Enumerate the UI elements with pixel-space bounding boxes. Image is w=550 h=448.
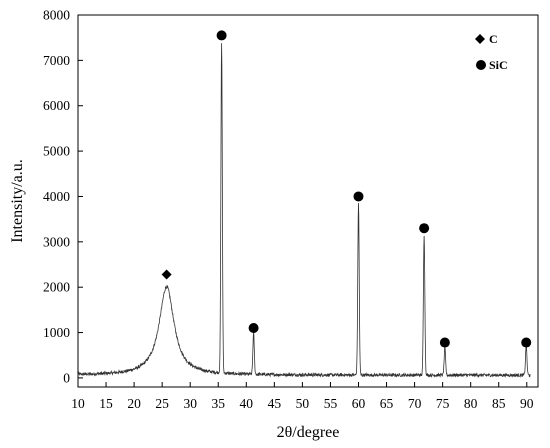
- x-tick-label: 25: [155, 396, 169, 411]
- y-tick-label: 7000: [43, 53, 70, 68]
- x-tick-label: 60: [352, 396, 366, 411]
- xrd-pattern-line: [77, 43, 531, 378]
- peak-markers: [161, 30, 532, 348]
- x-tick-label: 15: [99, 396, 113, 411]
- peak-marker-sic: [248, 323, 259, 334]
- peak-marker-sic: [216, 30, 227, 41]
- x-tick-label: 85: [492, 396, 506, 411]
- x-tick-label: 80: [464, 396, 478, 411]
- y-tick-label: 5000: [43, 144, 70, 159]
- x-tick-label: 30: [183, 396, 197, 411]
- y-tick-label: 6000: [43, 98, 70, 113]
- peak-marker-sic: [439, 337, 450, 348]
- y-tick-label: 2000: [43, 280, 70, 295]
- peak-marker-sic: [419, 223, 430, 234]
- peak-marker-sic: [521, 337, 532, 348]
- y-axis-title: Intensity/a.u.: [9, 159, 26, 243]
- legend-label-c: C: [489, 32, 498, 46]
- legend: C SiC: [475, 32, 508, 72]
- x-tick-label: 55: [324, 396, 338, 411]
- x-tick-label: 10: [71, 396, 85, 411]
- y-tick-label: 0: [63, 370, 70, 385]
- y-tick-label: 8000: [43, 8, 70, 23]
- y-tick-label: 3000: [43, 234, 70, 249]
- x-tick-label: 45: [268, 396, 282, 411]
- x-tick-label: 50: [296, 396, 310, 411]
- x-axis-title: 2θ/degree: [277, 424, 340, 441]
- plot-frame: [77, 14, 539, 388]
- x-tick-label: 70: [408, 396, 422, 411]
- peak-marker-sic: [353, 191, 364, 202]
- x-tick-label: 20: [127, 396, 141, 411]
- x-tick-label: 40: [240, 396, 254, 411]
- legend-label-sic: SiC: [489, 58, 508, 72]
- x-tick-label: 35: [211, 396, 225, 411]
- x-tick-label: 90: [520, 396, 534, 411]
- x-axis-ticks: 10 15 20 25 30 35 40 45 50 55 60 65 70 75 80 85 90: [71, 382, 534, 411]
- x-tick-label: 65: [380, 396, 394, 411]
- legend-diamond-icon: [475, 34, 485, 44]
- peak-marker-c: [161, 269, 172, 280]
- y-tick-label: 1000: [43, 325, 70, 340]
- x-tick-label: 75: [436, 396, 450, 411]
- y-axis-ticks: 0 1000 2000 3000 4000 5000 6000 7000 8000: [43, 8, 83, 385]
- legend-circle-icon: [476, 60, 486, 70]
- y-tick-label: 4000: [43, 189, 70, 204]
